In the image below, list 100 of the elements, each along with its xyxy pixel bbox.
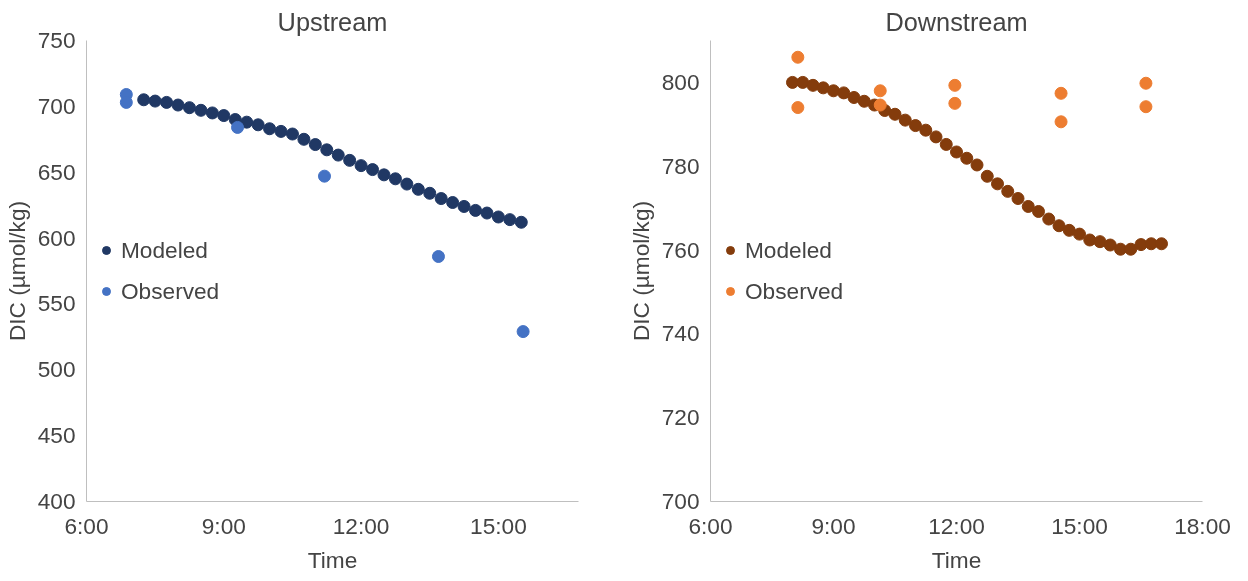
legend-label: Modeled [745,236,832,264]
point [516,325,530,339]
point [948,96,962,110]
point [1054,115,1068,129]
y-tick-label: 650 [37,158,76,185]
point [1139,100,1153,114]
y-tick-label: 800 [661,68,700,95]
point [480,206,494,220]
point [354,159,368,173]
x-tick-label: 9:00 [811,512,856,539]
point [317,169,331,183]
point [308,138,322,152]
x-tick-label: 9:00 [201,512,246,539]
point [888,107,902,121]
y-tick-label: 750 [37,27,76,53]
point [873,84,887,98]
point [1093,235,1107,249]
point [171,98,185,112]
legend-label: Modeled [121,236,208,264]
point [1062,223,1076,237]
point [791,101,805,115]
point [909,119,922,133]
point [1073,227,1086,241]
point [320,143,334,157]
y-tick-label: 450 [37,422,76,449]
point [231,120,245,134]
y-tick-label: 400 [37,488,76,514]
point [1011,192,1025,205]
point [791,50,805,64]
x-tick-label: 12:00 [332,512,390,539]
point [796,75,810,89]
y-tick-label: 720 [661,404,700,431]
point [1155,237,1168,251]
x-axis-title: Time [931,546,982,573]
point [514,215,528,229]
point [1054,86,1068,100]
point [980,169,994,183]
point [1124,242,1138,256]
y-tick-label: 760 [661,236,700,263]
point [205,106,219,120]
point [950,145,963,159]
point [182,101,196,115]
y-tick-label: 740 [661,320,700,347]
point [469,203,483,217]
point [1042,212,1056,226]
point [251,118,265,132]
y-tick-label: 700 [37,92,76,119]
y-axis-title: DIC (µmol/kg) [627,200,654,342]
point [263,122,277,136]
x-tick-label: 15:00 [1051,512,1108,539]
point [491,210,505,224]
point [331,148,345,162]
point [503,213,517,227]
point [970,158,984,172]
point [1103,238,1117,252]
point [948,78,962,92]
point [857,94,871,108]
point [1001,184,1015,198]
y-tick-label: 780 [661,152,700,179]
y-tick-label: 500 [37,356,76,383]
x-tick-label: 6:00 [688,512,733,539]
point [1021,199,1035,213]
x-axis-title: Time [307,546,358,573]
y-tick-label: 600 [37,224,76,251]
point [1139,76,1153,90]
point [806,78,820,92]
point [960,151,974,165]
legend-label: Observed [121,277,220,305]
point [431,250,445,263]
point [919,123,933,137]
chart-title: Upstream [277,7,388,36]
point [1083,233,1097,247]
point [274,124,288,138]
point [400,177,414,191]
point [898,113,912,127]
point [929,130,943,144]
point [366,163,380,177]
x-tick-label: 12:00 [928,512,985,539]
point [285,127,299,141]
point [446,196,460,209]
point [816,81,830,95]
legend-label: Observed [745,277,844,305]
point [137,93,151,107]
y-tick-label: 550 [37,290,76,317]
point [1032,205,1045,218]
point [991,177,1004,191]
point [457,199,471,213]
point [423,186,437,200]
point [194,103,208,117]
point [411,182,425,196]
x-tick-label: 15:00 [470,512,527,539]
y-tick-label: 700 [661,488,700,514]
point [847,91,861,104]
point [939,137,953,151]
point [873,98,887,112]
point [217,109,231,123]
y-axis-title: DIC (µmol/kg) [3,200,30,342]
x-tick-label: 18:00 [1174,512,1231,539]
point [377,168,391,182]
point [837,86,851,100]
